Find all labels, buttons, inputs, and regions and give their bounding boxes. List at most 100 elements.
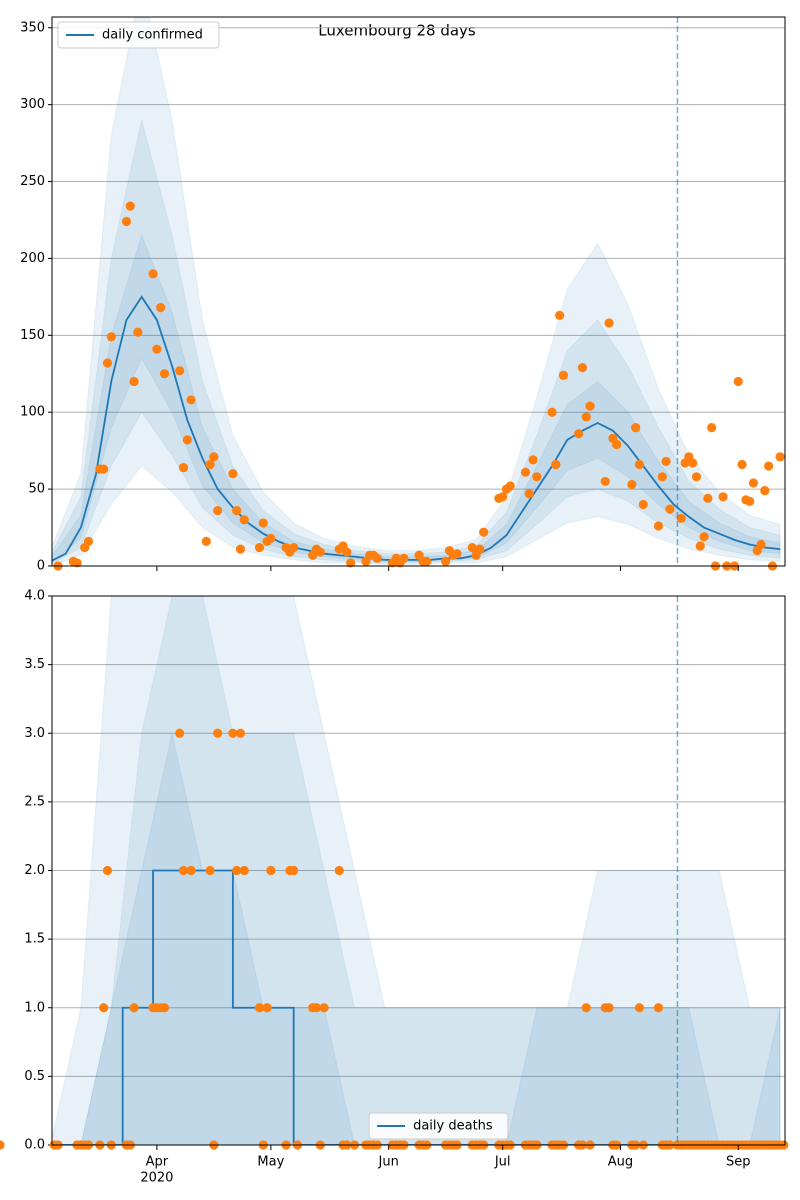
y-tick-label: 2.0 — [24, 863, 45, 878]
y-tick-label: 250 — [20, 174, 45, 189]
y-tick-label: 0.5 — [24, 1069, 45, 1084]
observed-point — [699, 532, 709, 542]
y-tick-label: 100 — [20, 405, 45, 420]
observed-point — [319, 1003, 329, 1013]
observed-point — [520, 467, 531, 477]
observed-point — [524, 489, 534, 499]
legend-box — [368, 1112, 509, 1140]
observed-point — [627, 479, 637, 490]
observed-point — [775, 452, 785, 462]
observed-point — [532, 472, 542, 482]
observed-point — [254, 1003, 265, 1013]
observed-point — [178, 865, 189, 876]
observed-point — [653, 1003, 664, 1013]
y-tick-label: 4.0 — [24, 589, 45, 604]
y-tick-label: 50 — [28, 482, 45, 497]
observed-point — [129, 1003, 139, 1013]
observed-point — [634, 1003, 645, 1013]
observed-point — [733, 376, 743, 387]
observed-point — [201, 536, 211, 546]
observed-point — [213, 728, 223, 738]
observed-point — [558, 370, 569, 380]
observed-point — [258, 518, 268, 528]
observed-point — [737, 459, 747, 470]
y-tick-label: 3.0 — [24, 726, 45, 741]
observed-point — [718, 492, 728, 502]
legend-label: daily confirmed — [102, 28, 203, 43]
observed-point — [99, 464, 109, 474]
observed-point — [266, 533, 276, 543]
observed-point — [213, 506, 223, 516]
observed-point — [452, 549, 462, 559]
observed-point — [0, 1140, 5, 1150]
band — [52, 119, 781, 565]
observed-point — [475, 544, 485, 554]
observed-point — [178, 462, 189, 473]
observed-point — [99, 1003, 109, 1013]
plot-frame — [51, 595, 786, 1146]
x-tick-label: Sep — [726, 1155, 751, 1170]
observed-point — [228, 469, 238, 479]
legend-label: daily deaths — [413, 1119, 493, 1134]
observed-point — [372, 553, 382, 563]
observed-point — [205, 459, 215, 470]
observed-point — [346, 558, 356, 568]
observed-point — [182, 435, 192, 445]
plot-frame — [51, 16, 786, 567]
x-tick-label: May — [257, 1155, 284, 1170]
observed-point — [175, 728, 185, 738]
observed-point — [289, 542, 299, 553]
observed-point — [479, 527, 489, 537]
observed-point — [707, 422, 717, 433]
observed-point — [498, 492, 508, 502]
observed-point — [315, 547, 325, 557]
observed-point — [612, 439, 622, 450]
observed-point — [156, 303, 166, 313]
observed-point — [551, 459, 561, 470]
chart-title: Luxembourg 28 days — [318, 22, 476, 40]
observed-point — [186, 865, 196, 876]
observed-point — [399, 553, 409, 563]
observed-point — [748, 478, 759, 488]
plot-area — [52, 17, 781, 566]
observed-point — [232, 865, 242, 876]
observed-point — [764, 461, 774, 471]
observed-point — [604, 1003, 614, 1013]
x-year-label: 2020 — [140, 1171, 173, 1186]
observed-point — [676, 513, 686, 523]
observed-point — [334, 865, 344, 876]
y-tick-label: 3.5 — [24, 657, 45, 672]
observed-point — [186, 395, 196, 405]
observed-point — [72, 558, 82, 568]
observed-point — [121, 216, 132, 227]
observed-point — [148, 269, 158, 279]
x-tick-label: Aug — [608, 1155, 633, 1170]
observed-point — [228, 728, 238, 738]
observed-point — [209, 452, 219, 462]
observed-point — [102, 865, 113, 876]
observed-point — [756, 539, 766, 550]
observed-point — [205, 865, 215, 876]
observed-point — [175, 366, 185, 376]
band — [52, 17, 781, 566]
observed-point — [125, 201, 135, 211]
observed-point — [604, 318, 614, 328]
observed-point — [528, 455, 538, 465]
y-tick-label: 0 — [37, 559, 45, 574]
observed-point — [235, 544, 246, 554]
observed-point — [235, 728, 246, 738]
x-tick-label: Jul — [494, 1155, 511, 1170]
observed-point — [581, 412, 591, 422]
observed-point — [505, 481, 515, 491]
observed-point — [106, 332, 116, 342]
series-line — [52, 295, 781, 562]
observed-point — [262, 1003, 272, 1013]
y-tick-label: 0.0 — [24, 1138, 45, 1153]
observed-point — [254, 542, 265, 553]
observed-point — [239, 865, 249, 876]
observed-point — [102, 358, 113, 368]
observed-point — [661, 456, 671, 467]
observed-point — [631, 422, 641, 433]
observed-point — [577, 363, 588, 373]
